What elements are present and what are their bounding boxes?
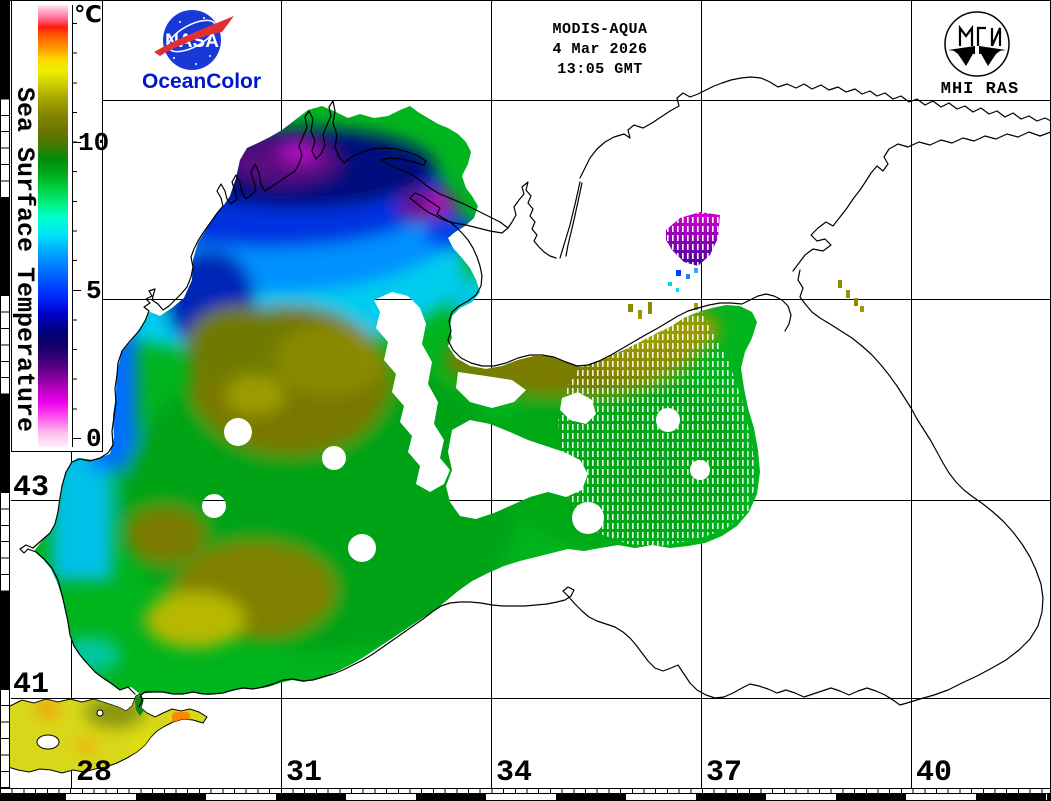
colorbar-minor-ticks	[72, 23, 77, 440]
sensor-name: MODIS-AQUA	[552, 21, 648, 38]
acquisition-header: MODIS-AQUA 4 Mar 2026 13:05 GMT	[490, 20, 710, 80]
lon-label-40: 40	[916, 756, 953, 790]
nasa-meatball-icon: NASA	[154, 10, 234, 70]
mhi-ras-label: MHI RAS	[940, 80, 1020, 99]
nasa-oceancolor-logo: NASA OceanColor	[142, 6, 261, 93]
lat-label-41: 41	[13, 668, 50, 702]
colorbar-major-tick-10	[72, 142, 81, 143]
colorbar-major-tick-5	[72, 290, 81, 291]
colorbar-unit: ℃	[74, 2, 102, 28]
stipple-overlay	[558, 308, 756, 546]
bottom-ruler-degree-bars	[0, 794, 1051, 801]
left-degree-ruler	[0, 0, 10, 788]
mhi-ras-logo: MHI RAS	[930, 4, 1030, 99]
colorbar-tick-label-0: 0	[86, 424, 102, 454]
lon-label-37: 37	[706, 756, 743, 790]
colorbar-panel: 10 5 0 ℃ Sea Surface Temperature	[10, 0, 109, 454]
lon-label-31: 31	[286, 756, 323, 790]
bottom-degree-ruler	[0, 788, 1051, 801]
colorbar-tick-label-10: 10	[78, 128, 110, 158]
colorbar-title: Sea Surface Temperature	[10, 87, 39, 433]
coastline	[19, 76, 1051, 708]
acquisition-date: 4 Mar 2026	[552, 41, 648, 58]
azov-sst-patch	[628, 212, 864, 319]
lat-label-43: 43	[13, 471, 50, 505]
bottom-ruler-minor-ticks	[0, 788, 1051, 794]
lon-label-28: 28	[76, 756, 113, 790]
oceancolor-label: OceanColor	[142, 70, 262, 93]
lon-label-34: 34	[496, 756, 533, 790]
mhi-emblem-icon	[944, 11, 1010, 77]
svg-text:NASA: NASA	[165, 31, 219, 52]
colorbar-tick-label-5: 5	[86, 276, 102, 306]
acquisition-time: 13:05 GMT	[557, 61, 643, 78]
colorbar-gradient	[38, 5, 68, 447]
colorbar-major-tick-0	[72, 438, 81, 439]
